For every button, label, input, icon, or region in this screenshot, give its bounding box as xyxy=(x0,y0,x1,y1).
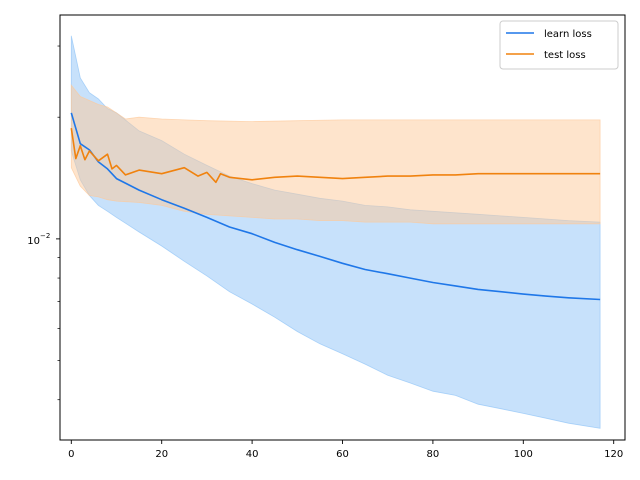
y-tick-exponent: −2 xyxy=(40,232,50,240)
x-tick-label: 0 xyxy=(68,449,74,460)
y-axis-ticks: 10 −2 xyxy=(27,45,60,401)
learn-loss-legend-label: learn loss xyxy=(544,29,592,40)
x-tick-label: 120 xyxy=(604,449,623,460)
x-axis-ticks: 0 20 40 60 80 100 120 xyxy=(68,440,623,460)
learn-loss-line xyxy=(70,112,601,301)
series-lines xyxy=(70,112,601,301)
legend: learn loss test loss xyxy=(499,20,619,70)
y-tick-label: 10 xyxy=(27,236,40,247)
x-tick-label: 20 xyxy=(155,449,168,460)
x-tick-label: 100 xyxy=(514,449,533,460)
test-loss-line xyxy=(70,127,601,184)
x-tick-label: 60 xyxy=(336,449,349,460)
test-loss-legend-label: test loss xyxy=(544,50,586,61)
x-tick-label: 80 xyxy=(427,449,440,460)
test-loss-band xyxy=(70,84,601,225)
confidence-bands xyxy=(70,35,601,429)
learn-loss-band xyxy=(70,35,601,429)
x-tick-label: 40 xyxy=(246,449,259,460)
